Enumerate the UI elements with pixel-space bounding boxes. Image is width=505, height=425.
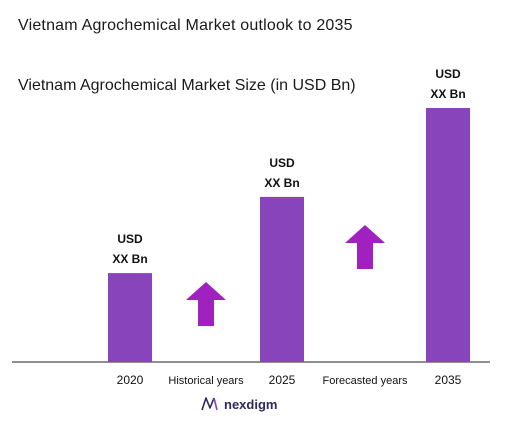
data-label-2035-2: XX Bn: [430, 87, 465, 101]
x-tick-2035: 2035: [435, 373, 462, 387]
annotation-historical: Historical years: [168, 375, 244, 387]
bar-2035: [426, 108, 470, 362]
data-label-2035-1: USD: [435, 67, 461, 81]
chart-title: Vietnam Agrochemical Market Size (in USD…: [18, 77, 356, 94]
brand-name: nexdigm: [224, 396, 278, 412]
data-label-2025-2: XX Bn: [264, 176, 299, 190]
data-label-2020-1: USD: [117, 232, 143, 246]
page-title: Vietnam Agrochemical Market outlook to 2…: [18, 17, 353, 34]
brand-logo: nexdigm: [200, 396, 277, 412]
data-label-2025-1: USD: [269, 156, 295, 170]
nexdigm-logo-icon: [201, 397, 218, 411]
x-tick-2025: 2025: [269, 373, 296, 387]
annotation-forecast: Forecasted years: [323, 375, 408, 387]
bar-2025: [260, 196, 304, 362]
bar-2020: [108, 273, 152, 362]
up-arrow-icon-2: [345, 225, 385, 269]
up-arrow-icon-1: [186, 282, 226, 326]
x-tick-2020: 2020: [117, 373, 144, 387]
data-label-2020-2: XX Bn: [112, 252, 147, 266]
